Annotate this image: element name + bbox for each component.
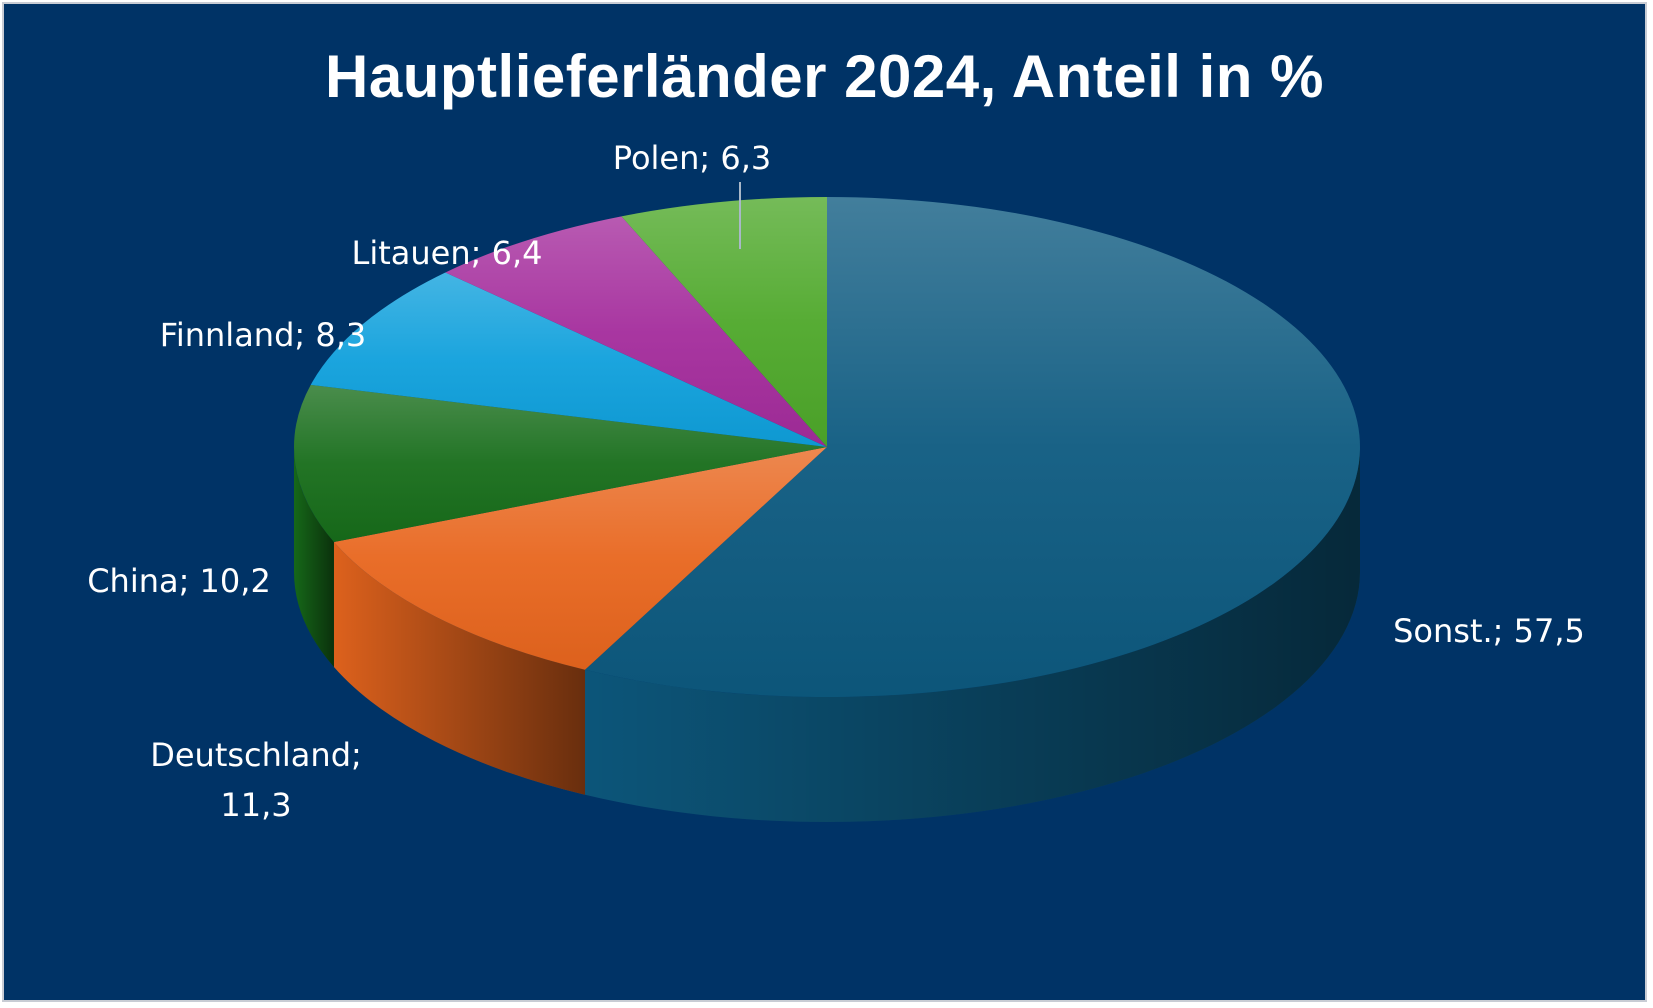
pie-slice-finnland xyxy=(310,272,827,447)
pie-slice-sonst- xyxy=(585,197,1360,697)
pie-side-deutschland xyxy=(333,541,586,795)
pie-chart: Sonst.; 57,5 Deutschland; 11,3 China; 10,2 F… xyxy=(87,139,1585,824)
chart-title: Hauptlieferländer 2024, Anteil in % xyxy=(325,43,1324,110)
pie-slice-china xyxy=(293,384,827,542)
pie-side-sonst- xyxy=(585,447,1360,823)
data-label-polen: Polen; 6,3 xyxy=(613,139,771,177)
pie-side-china xyxy=(294,447,334,667)
pie-slice-deutschland xyxy=(333,447,827,670)
data-label-sonst-: Sonst.; 57,5 xyxy=(1393,612,1585,650)
data-label-deutschland: Deutschland; 11,3 xyxy=(150,736,362,824)
data-label-litauen: Litauen; 6,4 xyxy=(352,234,543,272)
pie-slice-litauen xyxy=(445,216,827,447)
data-label-finnland: Finnland; 8,3 xyxy=(160,316,366,354)
data-label-china: China; 10,2 xyxy=(87,562,271,600)
pie-slice-polen xyxy=(621,197,827,447)
